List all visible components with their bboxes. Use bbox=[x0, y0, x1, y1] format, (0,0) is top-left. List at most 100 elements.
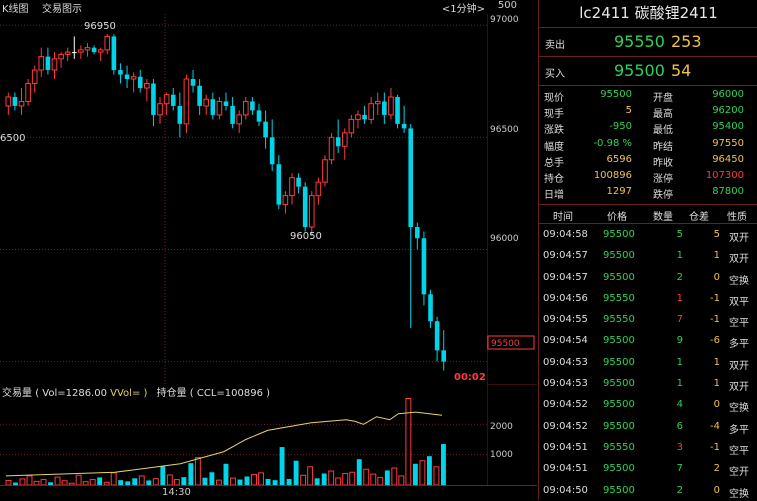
top-scroll-value: 500 bbox=[497, 0, 517, 11]
trade-row[interactable]: 09:04:53 95500 1 1 双开 bbox=[539, 373, 757, 394]
trade-price: 95500 bbox=[603, 399, 635, 411]
candle-body bbox=[31, 69, 38, 85]
ask-price: 95550 bbox=[614, 32, 665, 51]
candle-body bbox=[151, 83, 156, 115]
candle-body bbox=[170, 94, 176, 106]
trade-row[interactable]: 09:04:55 95550 7 -1 空平 bbox=[539, 309, 757, 330]
quote-stats: 现价 95500 开盘 96000 现手 5 最高 96200 涨跌 -950 最低 95400 幅度 -… bbox=[539, 86, 757, 205]
candle-body bbox=[395, 96, 400, 124]
volume-chart[interactable] bbox=[0, 397, 487, 485]
candle-body bbox=[348, 118, 355, 134]
candle-body bbox=[441, 350, 447, 362]
trade-kind: 双开 bbox=[729, 360, 749, 372]
candle-body bbox=[157, 103, 163, 116]
volume-bar bbox=[132, 478, 138, 485]
trade-qty: 7 bbox=[676, 463, 683, 475]
volume-bar bbox=[61, 480, 68, 485]
candle-body bbox=[296, 177, 301, 187]
trade-row[interactable]: 09:04:57 95500 2 0 空换 bbox=[539, 267, 757, 288]
trade-row[interactable]: 09:04:58 95500 5 5 双开 bbox=[539, 224, 757, 245]
volume-bar bbox=[363, 468, 370, 485]
vol-tick-2000: 2000 bbox=[490, 422, 513, 432]
trade-time: 09:04:54 bbox=[543, 335, 588, 347]
col-time: 时间 bbox=[553, 212, 573, 223]
volume-header: 交易量 ( Vol=1286.00 VVol= ) 持仓量 ( CCL=1008… bbox=[0, 384, 487, 399]
candle-body bbox=[97, 49, 104, 53]
trade-price: 95550 bbox=[603, 441, 635, 453]
trade-row[interactable]: 09:04:56 95550 1 -1 双平 bbox=[539, 288, 757, 309]
trade-row[interactable]: 09:04:52 95500 6 -4 多平 bbox=[539, 416, 757, 437]
trade-row[interactable]: 09:04:52 95500 4 0 空换 bbox=[539, 394, 757, 415]
trade-row[interactable]: 09:04:53 95500 1 1 双开 bbox=[539, 352, 757, 373]
volume-bar bbox=[173, 479, 180, 485]
volume-bar bbox=[118, 480, 124, 485]
col-qty: 数量 bbox=[653, 212, 673, 223]
volume-bar bbox=[300, 474, 307, 485]
kline-candles bbox=[5, 34, 447, 371]
candle-body bbox=[401, 123, 407, 129]
trade-diff: 1 bbox=[713, 250, 720, 262]
volume-bar bbox=[398, 475, 405, 485]
stat-value: 95400 bbox=[712, 121, 744, 133]
price-label-96000: 96000 bbox=[490, 234, 519, 244]
trade-kind: 空换 bbox=[729, 403, 749, 415]
stat-key: 持仓 bbox=[544, 174, 564, 185]
stat-value: 96450 bbox=[712, 153, 744, 165]
trades-list[interactable]: 09:04:58 95500 5 5 双开 09:04:57 95500 1 1 双开 09:04:… bbox=[539, 224, 757, 501]
volume-bars bbox=[5, 398, 446, 485]
trade-row[interactable]: 09:04:57 95500 1 1 双开 bbox=[539, 245, 757, 266]
candle-body bbox=[12, 96, 18, 106]
time-label-1430: 14:30 bbox=[162, 487, 191, 498]
trade-row[interactable]: 09:04:51 95550 3 -1 空平 bbox=[539, 437, 757, 458]
candle-body bbox=[183, 78, 190, 125]
candle-body bbox=[242, 100, 249, 116]
volume-bar bbox=[82, 481, 89, 485]
candle-body bbox=[282, 195, 289, 206]
volume-bar bbox=[194, 457, 201, 485]
candle-body bbox=[216, 100, 223, 116]
volume-bar bbox=[384, 470, 390, 485]
price-label-96500: 96500 bbox=[490, 125, 519, 135]
trade-row[interactable]: 09:04:50 95500 2 0 空换 bbox=[539, 480, 757, 501]
volume-bar bbox=[279, 447, 285, 485]
volume-bar bbox=[103, 481, 110, 485]
candle-body bbox=[104, 35, 111, 51]
tab-trade-chart[interactable]: 交易图示 bbox=[42, 4, 82, 15]
trade-price: 95550 bbox=[603, 292, 635, 304]
trade-qty: 4 bbox=[676, 399, 683, 411]
candle-body bbox=[38, 56, 45, 71]
trade-time: 09:04:50 bbox=[543, 484, 588, 496]
volume-bar bbox=[307, 466, 314, 485]
trade-row[interactable]: 09:04:54 95500 9 -6 多平 bbox=[539, 330, 757, 351]
period-selector[interactable]: <1分钟> bbox=[441, 4, 485, 15]
trade-qty: 9 bbox=[676, 335, 683, 347]
candle-body bbox=[434, 321, 440, 351]
candle-body bbox=[289, 177, 295, 197]
candle-body bbox=[415, 227, 420, 239]
kline-chart[interactable]: 96950 96050 6500 00:02 bbox=[0, 14, 487, 384]
trade-kind: 多平 bbox=[729, 339, 749, 351]
trade-diff: -1 bbox=[710, 441, 720, 453]
vol-tick-1000: 1000 bbox=[490, 450, 513, 460]
stat-value: 96200 bbox=[712, 105, 744, 117]
volume-bar bbox=[181, 477, 187, 485]
candle-body bbox=[111, 36, 117, 71]
candle-body bbox=[374, 100, 381, 105]
bid-row[interactable]: 买入 95500 54 bbox=[539, 57, 757, 86]
trade-kind: 双平 bbox=[729, 296, 749, 308]
volume-bar bbox=[13, 482, 18, 485]
stat-value: 107300 bbox=[705, 170, 744, 181]
candle-body bbox=[328, 136, 335, 161]
trade-qty: 5 bbox=[676, 229, 683, 240]
volume-bar bbox=[237, 479, 243, 485]
candle-body bbox=[368, 103, 374, 120]
time-axis: 14:30 bbox=[0, 485, 537, 501]
volume-axis-column: 2000 1000 bbox=[487, 384, 537, 485]
trade-price: 95500 bbox=[603, 420, 635, 432]
tab-kline[interactable]: K线图 bbox=[2, 4, 29, 15]
volume-bar bbox=[321, 473, 327, 485]
stat-value: 6596 bbox=[606, 153, 632, 165]
ask-row[interactable]: 卖出 95550 253 bbox=[539, 28, 757, 57]
trade-row[interactable]: 09:04:51 95500 7 2 空开 bbox=[539, 458, 757, 479]
volume-bar bbox=[405, 398, 412, 485]
